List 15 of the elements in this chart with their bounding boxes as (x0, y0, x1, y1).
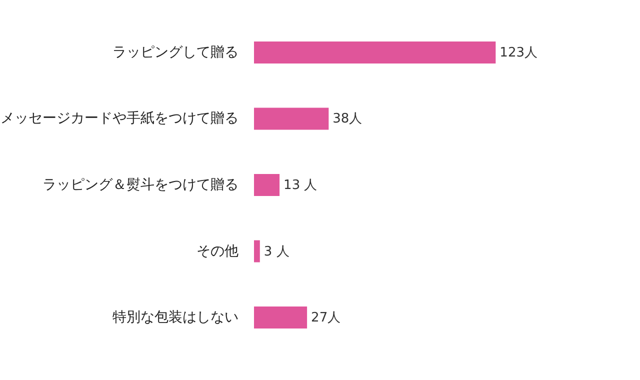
data-label: 123人 (500, 45, 538, 60)
y-tick-label: メッセージカードや手紙をつけて贈る (0, 110, 238, 127)
bar (254, 306, 308, 329)
y-tick-label: ラッピング＆熨斗をつけて贈る (42, 177, 238, 193)
data-label: 13 人 (284, 178, 318, 193)
bar (254, 41, 496, 64)
bar (254, 108, 329, 130)
y-tick-label: その他 (196, 243, 238, 260)
y-tick-label: ラッピングして贈る (112, 44, 238, 60)
data-label: 27人 (311, 310, 341, 326)
y-tick-label: 特別な包装はしない (112, 310, 238, 326)
bar (254, 240, 260, 262)
data-label: 3 人 (264, 244, 290, 260)
data-label: 38人 (332, 112, 362, 127)
bar (254, 174, 280, 196)
